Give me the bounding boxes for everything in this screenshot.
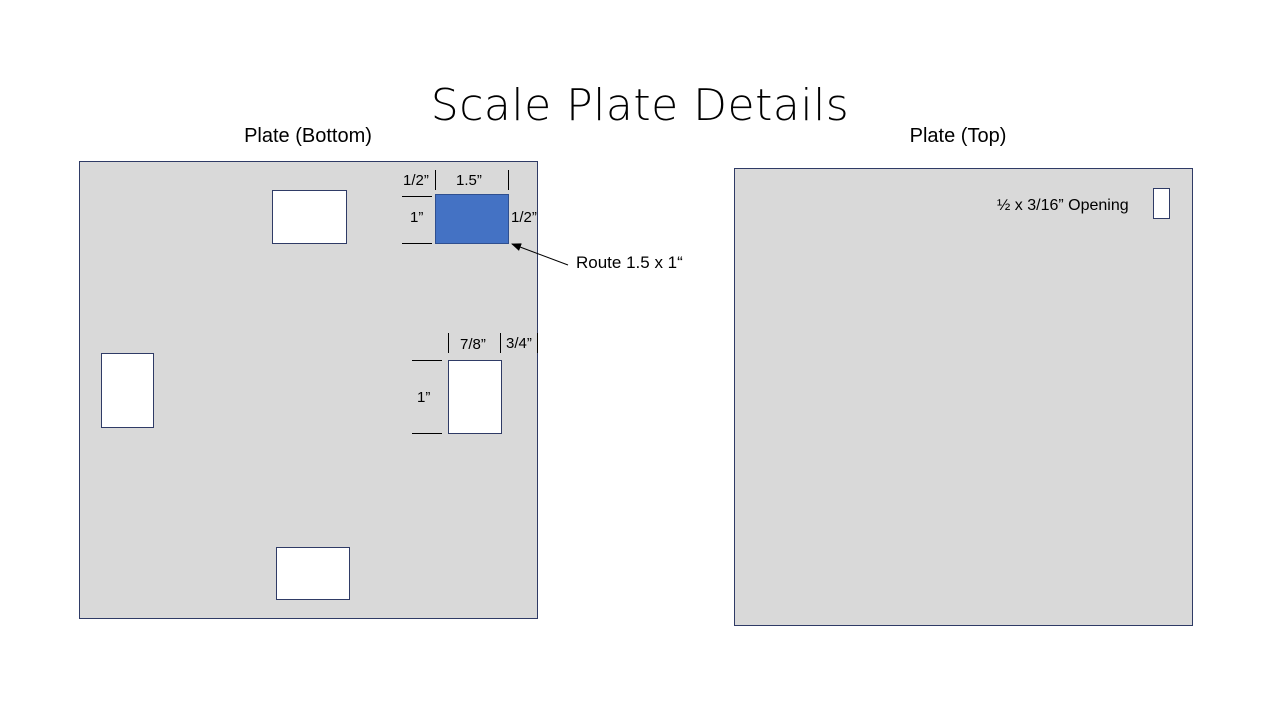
cutout-slot-right bbox=[448, 360, 502, 434]
dim-right-offset: 1/2” bbox=[511, 209, 537, 226]
dim-tick bbox=[537, 333, 538, 353]
dim-tick bbox=[500, 333, 501, 353]
dim-line bbox=[412, 433, 442, 434]
dim-line bbox=[402, 243, 432, 244]
dim-tick bbox=[448, 333, 449, 353]
dim-top-offset: 1/2” bbox=[403, 172, 429, 189]
dim-line bbox=[402, 196, 432, 197]
route-note: Route 1.5 x 1“ bbox=[576, 253, 683, 272]
bottom-plate-label: Plate (Bottom) bbox=[244, 125, 372, 147]
dim-line bbox=[412, 360, 442, 361]
dim-route-width: 1.5” bbox=[456, 172, 482, 189]
dim-slot-right-offset: 3/4” bbox=[506, 335, 532, 352]
dim-slot-height: 1” bbox=[417, 389, 431, 406]
dim-slot-width: 7/8” bbox=[460, 336, 486, 353]
dim-tick bbox=[435, 170, 436, 190]
dim-tick bbox=[508, 170, 509, 190]
top-plate bbox=[734, 168, 1193, 626]
page-title: Scale Plate Details bbox=[430, 80, 850, 131]
dim-route-height: 1” bbox=[410, 209, 424, 226]
cutout-left bbox=[101, 353, 154, 428]
cutout-bottom bbox=[276, 547, 350, 600]
opening-note: ½ x 3/16” Opening bbox=[997, 197, 1129, 214]
opening bbox=[1153, 188, 1170, 219]
cutout-top bbox=[272, 190, 347, 244]
route-area bbox=[435, 194, 509, 244]
top-plate-label: Plate (Top) bbox=[909, 125, 1007, 147]
